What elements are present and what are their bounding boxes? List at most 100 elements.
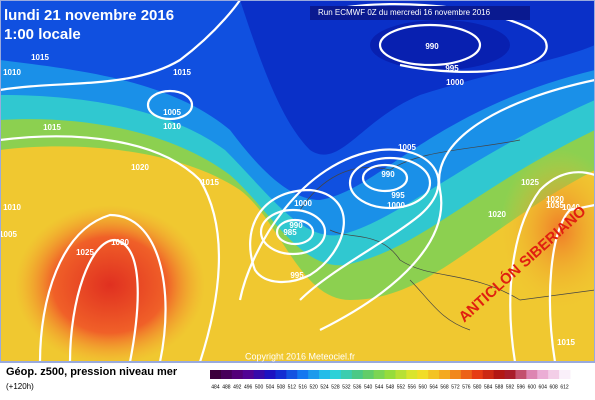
isobar-label: 1015 [201,178,219,187]
colorbar-swatch [471,370,484,379]
colorbar-swatch [515,370,527,379]
colorbar-label: 528 [331,384,340,390]
colorbar-swatch [417,370,429,379]
isobar-label: 1015 [31,53,49,62]
isobar-label: 1000 [294,199,312,208]
colorbar-label: 536 [353,384,362,390]
colorbar-label: 580 [473,384,482,390]
isobar-label: 990 [289,221,303,230]
isobar-label: 1025 [76,248,94,257]
colorbar-label: 484 [211,384,220,390]
isobar-label: 1025 [521,178,539,187]
colorbar-swatch [406,370,418,379]
colorbar-label: 608 [549,384,558,390]
isobar-label: 1005 [0,230,17,239]
isobar-label: 1005 [163,108,181,117]
colorbar-swatch [264,370,276,379]
copyright: Copyright 2016 Meteociel.fr [245,351,355,361]
isobar-label: 1035 [546,201,564,210]
colorbar-swatch [395,370,407,379]
colorbar-label: 492 [233,384,242,390]
colorbar-swatch [242,370,255,379]
colorbar-swatch [351,370,364,379]
colorbar-label: 604 [539,384,548,390]
colorbar-swatch [482,370,495,379]
colorbar-label: 568 [440,384,449,390]
colorbar-swatch [297,370,309,379]
isobar-label: 995 [391,191,405,200]
colorbar-swatch [253,370,266,379]
colorbar-label: 572 [451,384,460,390]
colorbar-swatch [210,370,222,379]
colorbar-swatch [450,370,462,379]
isobar-label: 995 [290,271,304,280]
isobar-label: 1020 [546,195,564,204]
colorbar-swatch [537,370,549,379]
isobar-label: 1020 [131,163,149,172]
colorbar-swatch [275,370,287,379]
colorbar-swatch [384,370,396,379]
colorbar-swatch [504,370,516,379]
isobar-label: 1010 [3,68,21,77]
colorbar-swatch [319,370,331,379]
colorbar-label: 584 [484,384,493,390]
colorbar-swatch [548,370,560,379]
colorbar-label: 544 [375,384,384,390]
isobar-label: 985 [283,228,297,237]
colorbar-label: 540 [364,384,373,390]
colorbar-label: 612 [560,384,569,390]
colorbar-label: 496 [244,384,253,390]
isobar-label: 1010 [163,122,181,131]
map-field: 1015 1010 1015 1005 1010 1015 1020 1015 1010 1005… [0,0,595,365]
colorbar-label: 520 [309,384,318,390]
colorbar-label: 552 [397,384,406,390]
date: lundi 21 novembre 2016 [4,7,174,24]
run-box [310,6,530,20]
colorbar-label: 588 [495,384,504,390]
colorbar-swatch [460,370,473,379]
colorbar-swatch [526,370,538,379]
colorbar-label: 500 [255,384,264,390]
isobar-label: 1015 [173,68,191,77]
colorbar-label: 564 [429,384,438,390]
colorbar-swatch [362,370,375,379]
colorbar-swatch [308,370,320,379]
isobar-label: 1040 [562,203,580,212]
isobar-label: 1010 [3,203,21,212]
colorbar-label: 576 [462,384,471,390]
colorbar-swatch [220,370,233,379]
isobar-label: 1030 [111,238,129,247]
isobar-label: 990 [381,170,395,179]
colorbar-swatch [439,370,451,379]
isobar-label: 1015 [43,123,61,132]
colorbar-label: 504 [266,384,275,390]
colorbar-label: 508 [277,384,286,390]
isobar-label: 990 [425,42,439,51]
colorbar-swatch [340,370,353,379]
lead-time: (+120h) [6,382,34,391]
colorbar-label: 600 [528,384,537,390]
colorbar-label: 548 [386,384,395,390]
colorbar-swatch [559,370,571,379]
time: 1:00 locale [4,26,81,43]
colorbar-label: 596 [517,384,526,390]
isobar-label: 1015 [557,338,575,347]
colorbar-label: 512 [288,384,297,390]
colorbar-swatch [373,370,386,379]
colorbar-label: 516 [299,384,308,390]
colorbar-label: 592 [506,384,515,390]
map-frame [0,0,595,363]
colorbar-swatch [330,370,342,379]
colorbar-label: 560 [419,384,428,390]
isobar-label: 1000 [387,201,405,210]
colorbar-swatch [428,370,440,379]
colorbar-label: 488 [222,384,231,390]
run: Run ECMWF 0Z du mercredi 16 novembre 201… [318,8,491,17]
colorbar-label: 524 [320,384,329,390]
isobar-label: 995 [445,64,459,73]
colorbar-label: 532 [342,384,351,390]
colorbar-swatch [286,370,298,379]
isobar-label: 1005 [398,143,416,152]
isobar-label: 1020 [488,210,506,219]
